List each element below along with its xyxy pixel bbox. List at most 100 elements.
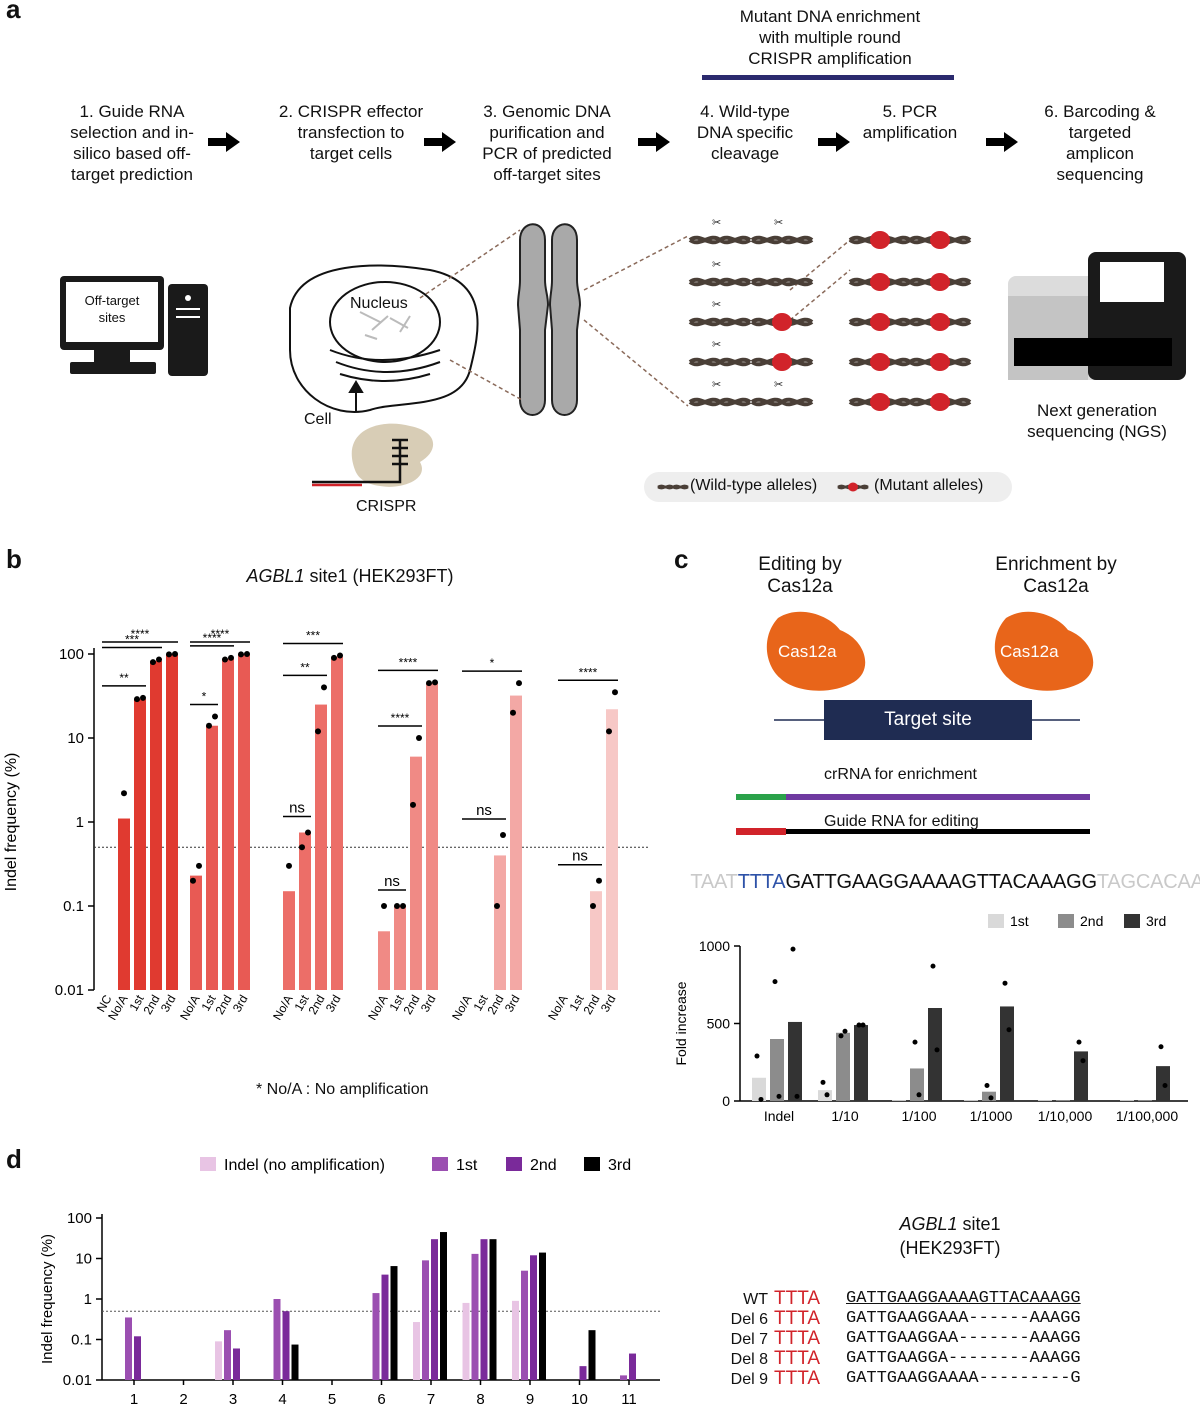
data-point (394, 903, 400, 909)
data-point (1006, 1027, 1012, 1033)
bar (770, 1039, 784, 1101)
significance-label: * (490, 656, 495, 670)
bar (489, 1239, 497, 1380)
crrna-spacer-green (736, 794, 786, 800)
legend-label: 1st (456, 1157, 478, 1174)
scissors-icon: ✂ (712, 339, 721, 351)
step-4-line: DNA specific (696, 123, 794, 142)
y-tick-label: 0.1 (71, 1332, 92, 1349)
seq-suffix: TAGCACAA (1096, 871, 1200, 893)
enrichment-header-line: CRISPR amplification (748, 49, 912, 68)
data-point (121, 790, 127, 797)
editing-label: Editing by Cas12a (730, 554, 870, 598)
step-2-line: target cells (309, 144, 393, 163)
mutant-dna-icon (908, 393, 972, 411)
dna-icon (688, 397, 752, 407)
bar (1138, 1100, 1152, 1101)
data-point (500, 832, 506, 839)
bar (413, 1322, 420, 1380)
data-point (410, 801, 416, 808)
bar (422, 1260, 429, 1380)
bar (431, 1239, 438, 1380)
bar (836, 1032, 850, 1101)
data-point (212, 713, 218, 720)
data-point (1002, 980, 1008, 986)
step-1: 1. Guide RNA selection and in- silico ba… (52, 101, 212, 185)
alignment-name: Del 7 (730, 1331, 768, 1348)
panel-a-label: a (6, 0, 21, 24)
mutant-dna-icon (908, 273, 972, 291)
bar (629, 1353, 636, 1380)
mutant-dna-icon (750, 313, 814, 331)
bar (1156, 1066, 1170, 1101)
enrichment-header: Mutant DNA enrichment with multiple roun… (690, 6, 970, 69)
chart-d: 100 10 1 0.1 0.01 Indel frequency (%) 1 2 3 4 5 6 7 8… (39, 1157, 660, 1408)
x-tick-label: 3rd (598, 993, 619, 1015)
y-tick-label: 500 (707, 1016, 731, 1032)
step-4-line: 4. Wild-type (700, 102, 790, 121)
bar (390, 1266, 398, 1380)
scissors-icon: ✂ (712, 379, 721, 391)
x-tick-label: Indel (764, 1108, 794, 1124)
sequencer-icon (1008, 252, 1186, 380)
step-1-line: silico based off- (73, 144, 191, 163)
step-4-line: cleavage (710, 144, 780, 163)
monitor-text: Off-target sites (70, 292, 154, 326)
bar (215, 1341, 222, 1380)
step-5: 5. PCR amplification (850, 101, 970, 143)
alignment-seq: GATTGAAGGAAAA---------G (846, 1369, 1081, 1388)
arrow-icon (818, 132, 850, 152)
nucleus-label: Nucleus (350, 295, 408, 312)
ngs-label-line: Next generation (1036, 401, 1158, 420)
cas12a-protein-icon (994, 611, 1094, 691)
data-point (140, 694, 146, 701)
bar (410, 756, 422, 990)
bar (512, 1300, 519, 1380)
cell-icon (289, 264, 479, 413)
bar (134, 1336, 141, 1380)
step-6: 6. Barcoding & targeted amplicon sequenc… (1030, 101, 1170, 185)
zoom-lines (419, 229, 851, 407)
significance-label: *** (306, 628, 320, 642)
alignment-title-gene: AGBL1 (899, 1214, 958, 1234)
step-3-line: PCR of predicted (482, 144, 612, 163)
significance-label: **** (131, 627, 150, 641)
scissors-icon: ✂ (712, 299, 721, 311)
guide-black (786, 829, 1090, 834)
alignment-pam: TTTA (774, 1328, 821, 1349)
y-tick-label: 1 (76, 814, 84, 831)
data-point (244, 651, 250, 657)
panel-b-footnote: * No/A : No amplification (256, 1081, 429, 1098)
alignment-title-line: AGBL1 site1 (850, 1212, 1050, 1236)
dna-icon (688, 277, 752, 287)
data-point (166, 651, 172, 658)
x-tick-label: 11 (621, 1391, 637, 1408)
enrichment-label: Enrichment by Cas12a (976, 554, 1136, 598)
bar (233, 1348, 240, 1380)
scissors-icon: ✂ (712, 259, 721, 271)
alignment-pam: TTTA (774, 1348, 821, 1369)
significance-label: ns (476, 802, 492, 819)
workflow-illustration: ✂ ✂ ✂ ✂ ✂ ✂ ✂ (60, 132, 1186, 502)
step-3-line: 3. Genomic DNA (483, 102, 611, 121)
data-point (516, 680, 522, 687)
alignment-seq: GATTGAAGGA--------AAAGG (846, 1349, 1081, 1368)
bar (426, 683, 438, 990)
bar (206, 725, 218, 990)
data-point (416, 735, 422, 741)
alignment-seqs: GATTGAAGGAAAAGTTACAAAGG GATTGAAGGAAA----… (846, 1289, 1081, 1389)
data-point (510, 709, 516, 716)
legend-swatch (1124, 914, 1140, 928)
x-tick-label: 1/100 (901, 1108, 936, 1124)
bar (378, 931, 390, 990)
significance-label: *** (125, 633, 139, 647)
editing-label-line: Cas12a (767, 576, 833, 597)
chromosome-icon (516, 223, 582, 416)
y-tick-label: 100 (59, 646, 84, 663)
target-sequence: TAATTTTAGATTGAAGGAAAAGTTACAAAGGTAGCACAA (680, 852, 1200, 892)
step-5-line: 5. PCR (882, 102, 938, 121)
data-point (315, 728, 321, 735)
data-point (824, 1092, 830, 1098)
bar (394, 906, 406, 990)
data-point (930, 963, 936, 969)
